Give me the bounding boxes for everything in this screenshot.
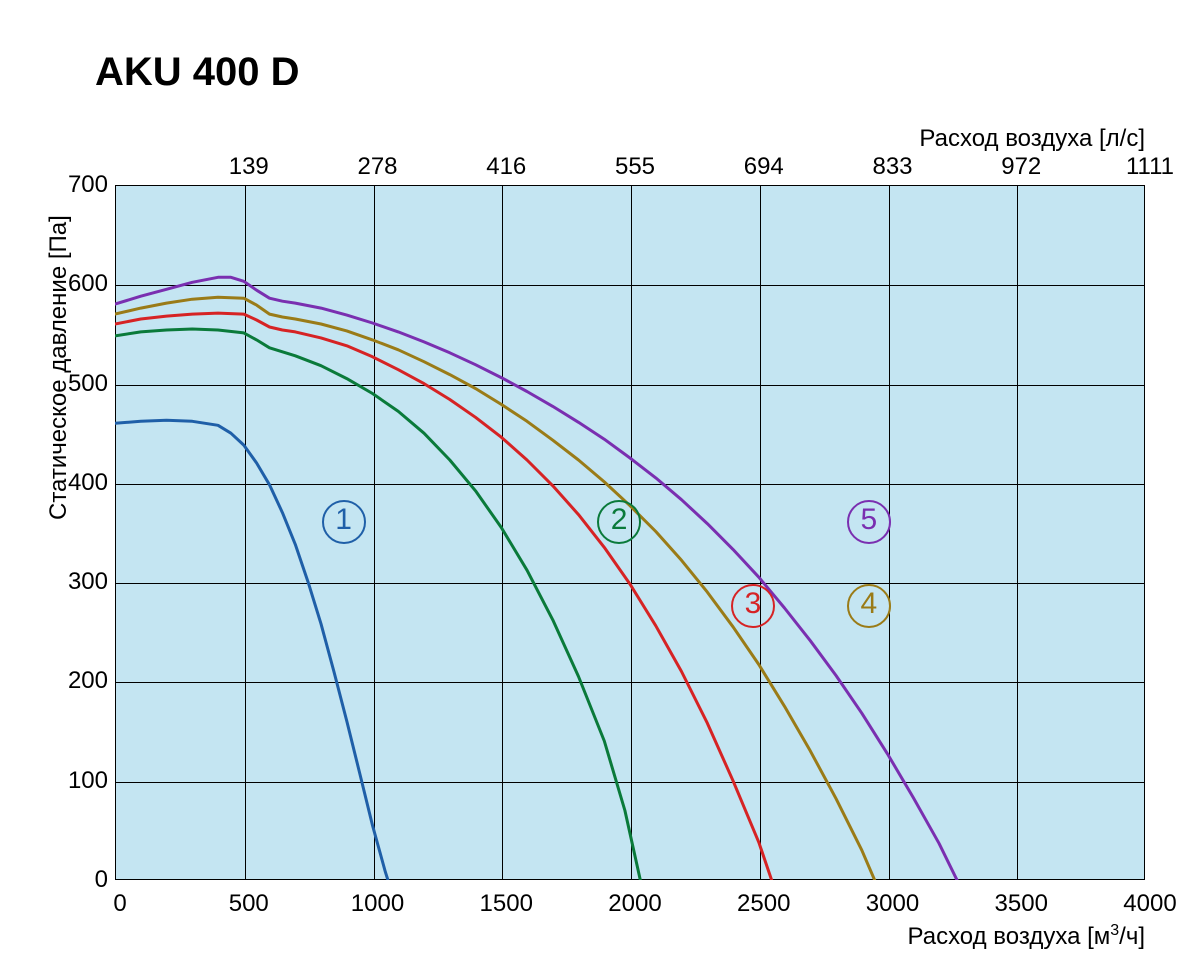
curve-4 (115, 297, 939, 979)
x-bottom-tick: 0 (90, 890, 150, 918)
y-tick: 400 (60, 469, 108, 497)
curve-label-5: 5 (847, 500, 891, 544)
x-top-tick: 139 (214, 153, 284, 181)
curve-label-2: 2 (597, 500, 641, 544)
x-bottom-tick: 1000 (348, 890, 408, 918)
curve-3 (115, 313, 772, 880)
x-top-tick: 278 (343, 153, 413, 181)
x-axis-bottom-label: Расход воздуха [м3/ч] (908, 922, 1145, 951)
y-tick: 700 (60, 171, 108, 199)
x-bottom-tick: 3500 (991, 890, 1051, 918)
x-top-tick: 1111 (1115, 153, 1185, 181)
curve-label-3: 3 (731, 584, 775, 628)
x-top-tick: 694 (729, 153, 799, 181)
y-tick: 100 (60, 767, 108, 795)
curve-1 (115, 420, 388, 880)
x-bottom-tick: 500 (219, 890, 279, 918)
y-tick: 300 (60, 568, 108, 596)
x-bottom-tick: 1500 (476, 890, 536, 918)
y-tick: 500 (60, 370, 108, 398)
x-bottom-tick: 3000 (863, 890, 923, 918)
y-tick: 600 (60, 270, 108, 298)
x-bottom-tick: 2000 (605, 890, 665, 918)
curve-label-1: 1 (322, 500, 366, 544)
y-tick: 0 (60, 866, 108, 894)
x-bottom-tick: 2500 (734, 890, 794, 918)
y-tick: 200 (60, 667, 108, 695)
x-axis-top-label: Расход воздуха [л/с] (919, 125, 1145, 153)
x-top-tick: 416 (471, 153, 541, 181)
x-top-tick: 972 (986, 153, 1056, 181)
x-top-tick: 555 (600, 153, 670, 181)
x-bottom-tick: 4000 (1120, 890, 1180, 918)
x-top-tick: 833 (858, 153, 928, 181)
curve-5 (115, 277, 1068, 979)
curve-label-4: 4 (847, 584, 891, 628)
chart-title: AKU 400 D (95, 50, 300, 95)
